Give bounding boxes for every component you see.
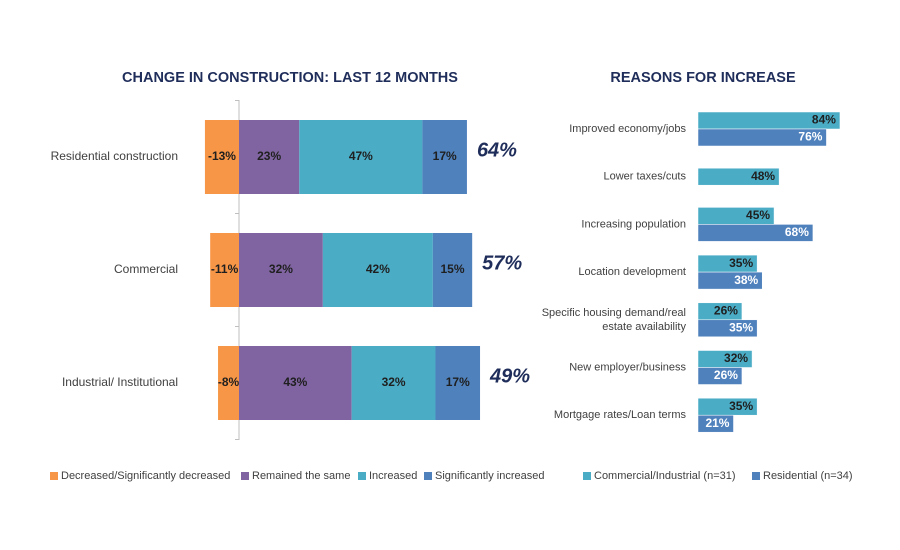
bar bbox=[697, 271, 763, 290]
chart-title: REASONS FOR INCREASE bbox=[610, 70, 796, 86]
y-tick-label: Residential construction bbox=[51, 149, 178, 163]
data-label: 48% bbox=[751, 169, 775, 183]
legend-swatch bbox=[241, 472, 249, 480]
y-tick-label: Specific housing demand/real estate avail… bbox=[542, 307, 687, 333]
total-label: 57% bbox=[482, 252, 522, 274]
data-label: 45% bbox=[746, 208, 770, 222]
bar-segment bbox=[210, 233, 239, 307]
bar-segment bbox=[204, 120, 239, 194]
data-label: 21% bbox=[705, 416, 729, 430]
bar bbox=[697, 319, 758, 338]
data-label: 38% bbox=[734, 273, 758, 287]
y-tick-label: Mortgage rates/Loan terms bbox=[554, 409, 687, 421]
bar bbox=[697, 414, 734, 433]
bar-segment bbox=[239, 120, 300, 194]
data-label: -8% bbox=[218, 375, 240, 389]
bar-segment bbox=[422, 120, 467, 194]
total-label: 49% bbox=[489, 365, 530, 387]
legend-label: Significantly increased bbox=[435, 470, 544, 482]
total-label: 64% bbox=[477, 139, 517, 161]
data-label: 35% bbox=[729, 320, 753, 334]
data-label: 68% bbox=[785, 225, 809, 239]
data-label: 26% bbox=[714, 368, 738, 382]
y-tick-label: Industrial/ Institutional bbox=[62, 375, 178, 389]
legend-label: Decreased/Significantly decreased bbox=[61, 470, 230, 482]
data-label: 43% bbox=[283, 375, 307, 389]
legend-label: Increased bbox=[369, 470, 417, 482]
data-label: 35% bbox=[729, 399, 753, 413]
data-label: 76% bbox=[798, 130, 822, 144]
bar-segment bbox=[218, 346, 239, 420]
data-label: 17% bbox=[446, 375, 470, 389]
legend-swatch bbox=[358, 472, 366, 480]
bar-segment bbox=[432, 233, 473, 307]
data-label: 23% bbox=[257, 149, 281, 163]
y-tick-label: Increasing population bbox=[581, 218, 686, 230]
bar-segment bbox=[322, 233, 433, 307]
data-label: -13% bbox=[208, 149, 236, 163]
data-label: 17% bbox=[433, 149, 457, 163]
bar bbox=[697, 167, 780, 186]
data-label: 32% bbox=[269, 262, 293, 276]
data-label: 35% bbox=[729, 256, 753, 270]
data-label: 32% bbox=[382, 375, 406, 389]
bar bbox=[697, 224, 814, 242]
bar-segment bbox=[351, 346, 436, 420]
bar bbox=[697, 128, 827, 147]
bar bbox=[697, 367, 743, 385]
legend-swatch bbox=[424, 472, 432, 480]
y-tick-label: Location development bbox=[578, 266, 686, 278]
y-tick-label: Improved economy/jobs bbox=[569, 123, 686, 135]
y-tick-label: Commercial bbox=[114, 262, 178, 276]
bar-segment bbox=[299, 120, 423, 194]
data-label: 84% bbox=[812, 113, 836, 127]
bar-segment bbox=[239, 346, 352, 420]
data-label: 15% bbox=[441, 262, 465, 276]
y-tick-label: New employer/business bbox=[569, 361, 686, 373]
legend-label: Remained the same bbox=[252, 470, 350, 482]
data-label: 42% bbox=[366, 262, 390, 276]
data-label: -11% bbox=[211, 262, 239, 276]
legend-label: Residential (n=34) bbox=[763, 470, 853, 482]
legend-label: Commercial/Industrial (n=31) bbox=[594, 470, 736, 482]
data-label: 32% bbox=[724, 351, 748, 365]
legend-swatch bbox=[50, 472, 58, 480]
legend-swatch bbox=[752, 472, 760, 480]
data-label: 26% bbox=[714, 303, 738, 317]
data-label: 47% bbox=[349, 149, 373, 163]
y-tick-label: Lower taxes/cuts bbox=[603, 171, 686, 183]
bar-segment bbox=[239, 233, 323, 307]
bar-segment bbox=[435, 346, 481, 420]
chart-title: CHANGE IN CONSTRUCTION: LAST 12 MONTHS bbox=[122, 70, 458, 86]
legend-swatch bbox=[583, 472, 591, 480]
